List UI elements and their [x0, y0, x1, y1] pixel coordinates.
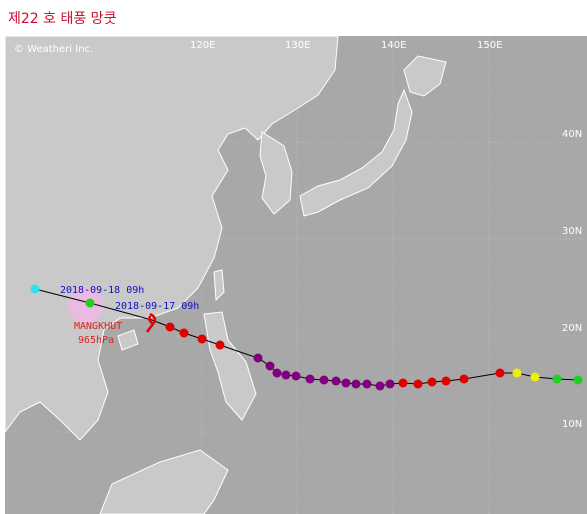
track-point	[385, 379, 395, 389]
track-point	[272, 368, 282, 378]
philippines	[203, 311, 257, 421]
track-point	[427, 377, 437, 387]
typhoon-symbol	[146, 312, 157, 333]
track-point	[331, 376, 341, 386]
longitude-label: 130E	[285, 40, 310, 51]
hainan	[117, 329, 139, 351]
track-point	[305, 374, 315, 384]
track-point	[459, 374, 469, 384]
mainland	[4, 35, 339, 441]
forecast-time: 2018-09-18 09h	[60, 285, 144, 296]
track-point	[398, 378, 408, 388]
track-point	[85, 298, 95, 308]
track-point	[179, 328, 189, 338]
track-point	[281, 370, 291, 380]
track-point	[30, 284, 40, 294]
latitude-label: 30N	[562, 226, 582, 237]
track-point	[512, 368, 522, 378]
track-point	[215, 340, 225, 350]
track-point	[319, 375, 329, 385]
track-point	[375, 381, 385, 391]
longitude-label: 120E	[190, 40, 215, 51]
track-point	[351, 379, 361, 389]
longitude-label: 150E	[477, 40, 502, 51]
track-point	[197, 334, 207, 344]
forecast-time: 2018-09-17 09h	[115, 301, 199, 312]
typhoon-track	[30, 284, 583, 391]
latitude-label: 40N	[562, 129, 582, 140]
hokkaido	[403, 55, 447, 97]
taiwan	[213, 269, 225, 302]
track-point	[552, 374, 562, 384]
track-point	[441, 376, 451, 386]
track-point	[165, 322, 175, 332]
track-point	[573, 375, 583, 385]
land	[4, 35, 447, 514]
typhoon-pressure: 965hPa	[78, 335, 114, 346]
track-point	[495, 368, 505, 378]
japan	[299, 88, 413, 217]
korea	[259, 131, 293, 215]
page-title: 제22 호 태풍 망쿳	[8, 11, 117, 27]
credit: © Weatheri Inc.	[14, 44, 93, 55]
track-point	[362, 379, 372, 389]
track-point	[265, 361, 275, 371]
track-point	[341, 378, 351, 388]
track-point	[253, 353, 263, 363]
track-point	[530, 372, 540, 382]
longitude-label: 140E	[381, 40, 406, 51]
borneo	[99, 449, 229, 514]
latitude-label: 20N	[562, 323, 582, 334]
typhoon-name: MANGKHUT	[74, 321, 122, 332]
latitude-label: 10N	[562, 419, 582, 430]
track-point	[413, 379, 423, 389]
track-point	[291, 371, 301, 381]
